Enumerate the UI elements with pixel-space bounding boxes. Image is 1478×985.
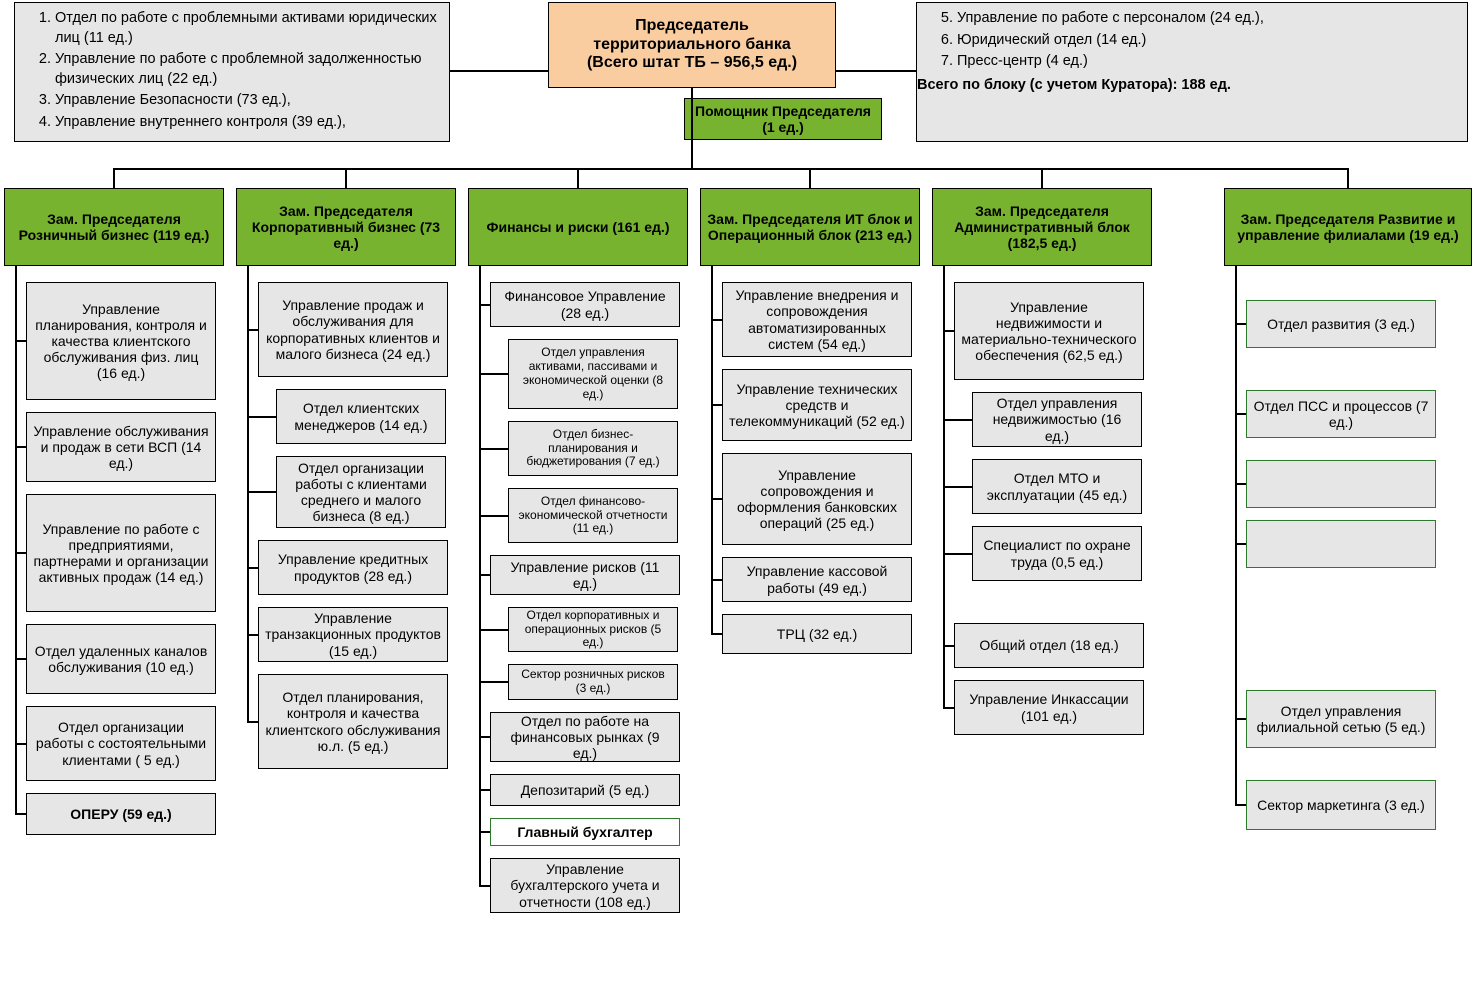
unit-box: Управление технических средств и телеком… bbox=[722, 369, 912, 441]
top-left-list: Отдел по работе с проблемными активами ю… bbox=[14, 2, 450, 142]
unit-box: Отдел развития (3 ед.) bbox=[1246, 300, 1436, 348]
list-item: Управление Безопасности (73 ед.), bbox=[55, 91, 439, 111]
unit-box: Общий отдел (18 ед.) bbox=[954, 623, 1144, 668]
unit-box: Отдел по работе на финансовых рынках (9 … bbox=[490, 712, 680, 762]
unit-box: Депозитарий (5 ед.) bbox=[490, 774, 680, 806]
unit-box: Сектор розничных рисков (3 ед.) bbox=[508, 664, 678, 700]
block-total: Всего по блоку (с учетом Куратора): 188 … bbox=[917, 76, 1457, 96]
unit-box: Отдел управления недвижимостью (16 ед.) bbox=[972, 392, 1142, 447]
list-item: Управление по работе с проблемной задолж… bbox=[55, 50, 439, 89]
unit-box: Управление внедрения и сопровождения авт… bbox=[722, 282, 912, 357]
column-header: Зам. Председателя Корпоративный бизнес (… bbox=[236, 188, 456, 266]
unit-box bbox=[1246, 460, 1436, 508]
unit-box: Управление кредитных продуктов (28 ед.) bbox=[258, 540, 448, 595]
sub-header-box: Главный бухгалтер bbox=[490, 818, 680, 846]
chairman-box: Председательтерриториального банка(Всего… bbox=[548, 2, 836, 88]
column-header: Зам. Председателя Розничный бизнес (119 … bbox=[4, 188, 224, 266]
unit-box: Отдел финансово-экономической отчетности… bbox=[508, 488, 678, 543]
unit-box: Специалист по охране труда (0,5 ед.) bbox=[972, 526, 1142, 581]
unit-box: Финансовое Управление (28 ед.) bbox=[490, 282, 680, 327]
unit-box: Управление недвижимости и материально-те… bbox=[954, 282, 1144, 380]
unit-box: Сектор маркетинга (3 ед.) bbox=[1246, 780, 1436, 830]
unit-box: Управление транзакционных продуктов (15 … bbox=[258, 607, 448, 662]
top-right-list: Управление по работе с персоналом (24 ед… bbox=[916, 2, 1468, 142]
unit-box: Отдел корпоративных и операционных риско… bbox=[508, 607, 678, 652]
unit-box: Управление бухгалтерского учета и отчетн… bbox=[490, 858, 680, 913]
unit-box: Отдел МТО и эксплуатации (45 ед.) bbox=[972, 459, 1142, 514]
org-chart-canvas: Отдел по работе с проблемными активами ю… bbox=[0, 0, 1478, 985]
unit-box: Отдел организации работы с состоятельным… bbox=[26, 706, 216, 781]
unit-box: Отдел клиентских менеджеров (14 ед.) bbox=[276, 389, 446, 444]
unit-box: Управление Инкассации (101 ед.) bbox=[954, 680, 1144, 735]
unit-box: Отдел управления активами, пассивами и э… bbox=[508, 339, 678, 409]
unit-box: Управление обслуживания и продаж в сети … bbox=[26, 412, 216, 482]
list-item: Пресс-центр (4 ед.) bbox=[957, 52, 1457, 72]
unit-box: ТРЦ (32 ед.) bbox=[722, 614, 912, 654]
unit-box: Отдел бизнес-планирования и бюджетирован… bbox=[508, 421, 678, 476]
list-item: Управление внутреннего контроля (39 ед.)… bbox=[55, 113, 439, 133]
unit-box: Управление продаж и обслуживания для кор… bbox=[258, 282, 448, 377]
list-item: Управление по работе с персоналом (24 ед… bbox=[957, 9, 1457, 29]
unit-box bbox=[1246, 520, 1436, 568]
column-header: Зам. Председателя Развитие и управление … bbox=[1224, 188, 1472, 266]
unit-box: ОПЕРУ (59 ед.) bbox=[26, 793, 216, 835]
unit-box: Отдел организации работы с клиентами сре… bbox=[276, 456, 446, 528]
unit-box: Управление планирования, контроля и каче… bbox=[26, 282, 216, 400]
unit-box: Управление по работе с предприятиями, па… bbox=[26, 494, 216, 612]
unit-box: Управление сопровождения и оформления ба… bbox=[722, 453, 912, 545]
unit-box: Отдел удаленных каналов обслуживания (10… bbox=[26, 624, 216, 694]
unit-box: Управление рисков (11 ед.) bbox=[490, 555, 680, 595]
column-header: Зам. Председателя Административный блок … bbox=[932, 188, 1152, 266]
unit-box: Отдел ПСС и процессов (7 ед.) bbox=[1246, 390, 1436, 438]
assistant-box: Помощник Председателя (1 ед.) bbox=[684, 98, 882, 140]
column-header: Зам. Председателя ИТ блок и Операционный… bbox=[700, 188, 920, 266]
list-item: Юридический отдел (14 ед.) bbox=[957, 31, 1457, 51]
list-item: Отдел по работе с проблемными активами ю… bbox=[55, 9, 439, 48]
unit-box: Отдел управления филиальной сетью (5 ед.… bbox=[1246, 690, 1436, 748]
unit-box: Управление кассовой работы (49 ед.) bbox=[722, 557, 912, 602]
unit-box: Отдел планирования, контроля и качества … bbox=[258, 674, 448, 769]
column-header: Финансы и риски (161 ед.) bbox=[468, 188, 688, 266]
